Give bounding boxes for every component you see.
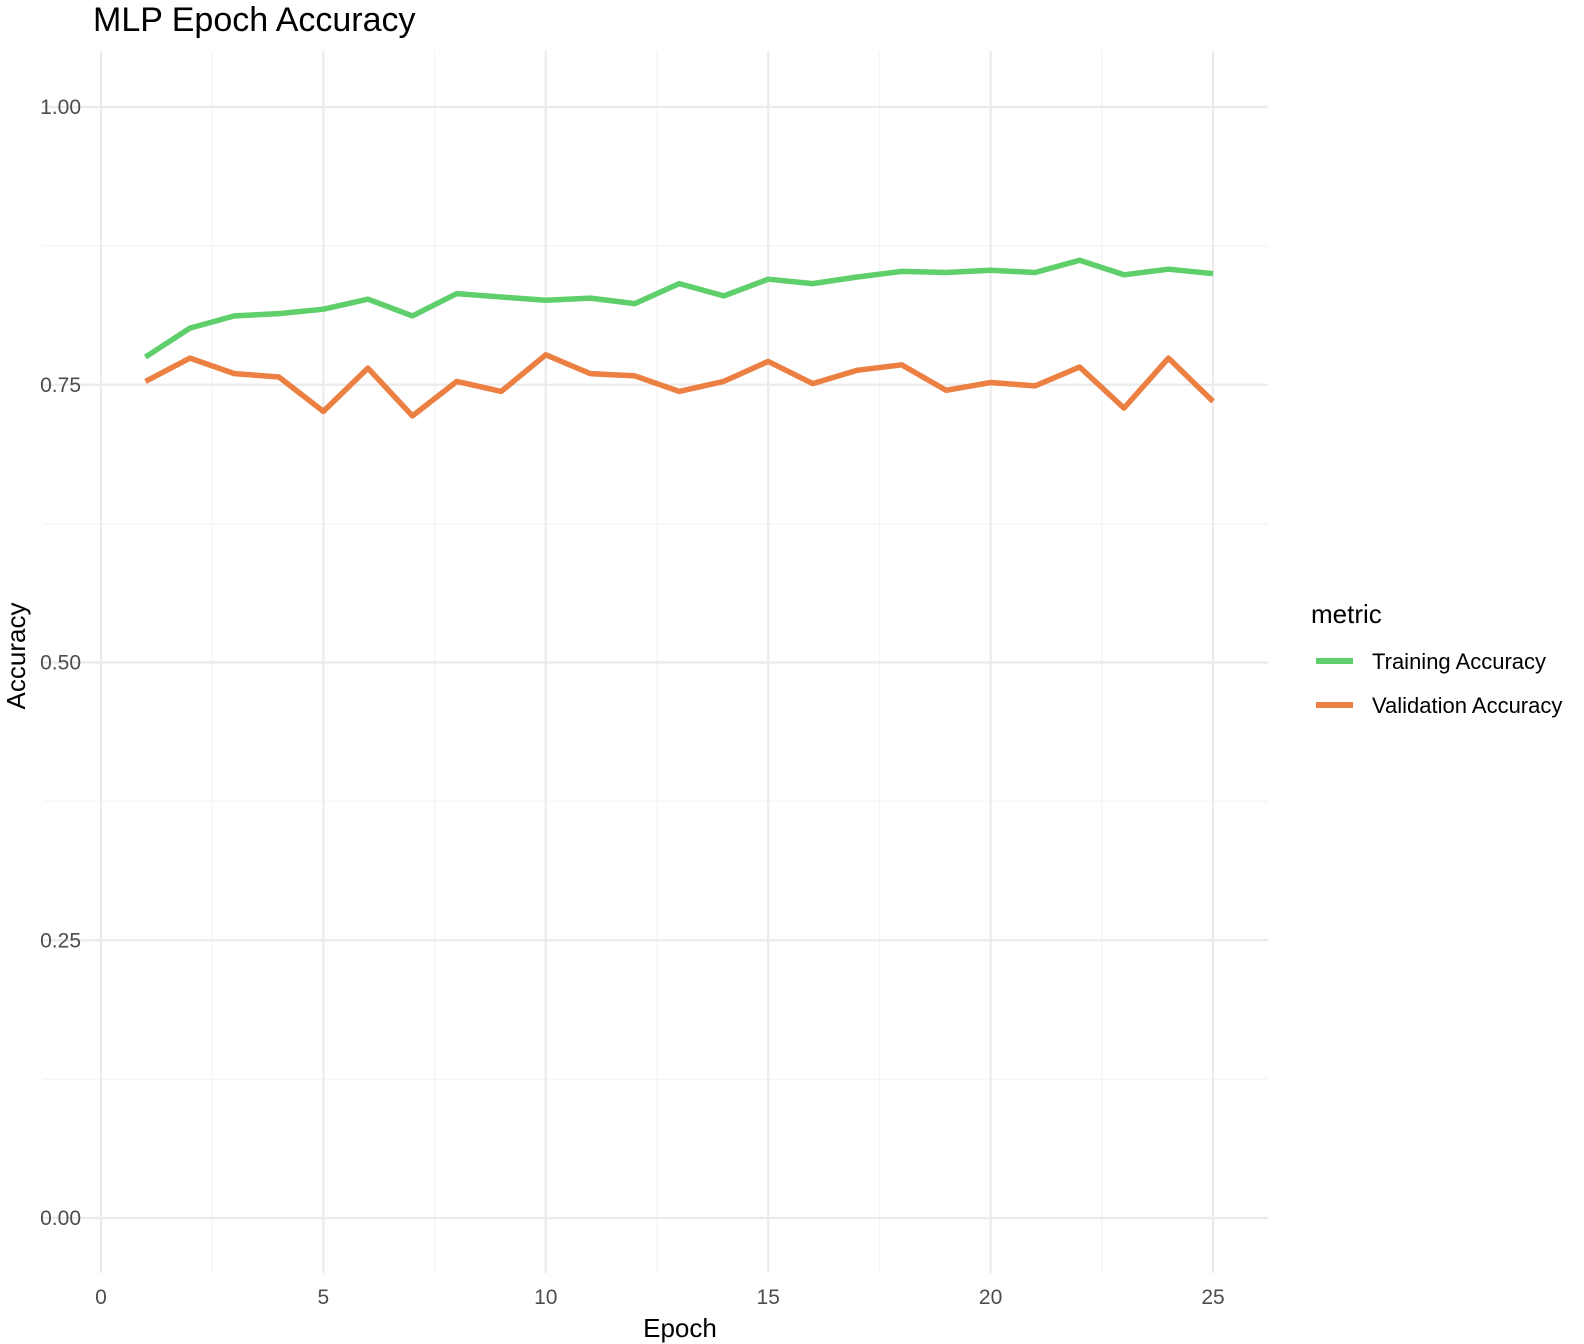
x-axis-title: Epoch (643, 1313, 717, 1343)
legend-title: metric (1311, 599, 1382, 629)
legend-label-0: Training Accuracy (1372, 649, 1546, 674)
y-tick-label: 0.50 (40, 652, 81, 675)
y-tick-label: 1.00 (40, 96, 81, 119)
x-tick-label: 25 (1201, 1286, 1224, 1309)
y-tick-label: 0.25 (40, 929, 81, 952)
y-tick-label: 0.00 (40, 1207, 81, 1230)
x-tick-label: 5 (318, 1286, 330, 1309)
x-tick-label: 20 (979, 1286, 1002, 1309)
legend-label-1: Validation Accuracy (1372, 693, 1562, 718)
chart-title: MLP Epoch Accuracy (93, 1, 416, 39)
y-axis-title: Accuracy (1, 603, 31, 710)
y-tick-label: 0.75 (40, 374, 81, 397)
x-tick-label: 15 (757, 1286, 780, 1309)
x-tick-label: 0 (95, 1286, 107, 1309)
x-tick-label: 10 (534, 1286, 557, 1309)
